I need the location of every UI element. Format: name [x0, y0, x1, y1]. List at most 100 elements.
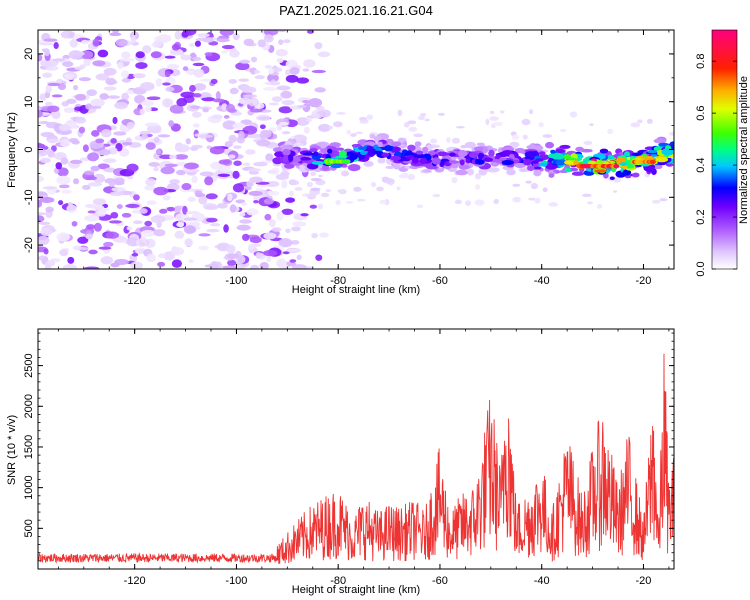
- spectral-cell: [385, 138, 394, 144]
- spectral-cell: [111, 187, 126, 192]
- spectral-cell: [95, 138, 105, 144]
- spectral-cell: [455, 169, 468, 176]
- spectral-cell: [569, 111, 578, 118]
- spectral-cell: [286, 248, 302, 252]
- spectral-cell: [303, 59, 316, 68]
- spectral-cell: [390, 141, 402, 147]
- spectral-cell: [146, 200, 157, 206]
- spectral-cell: [357, 146, 367, 150]
- spectral-cell: [38, 255, 46, 260]
- spectral-cell: [116, 204, 123, 209]
- spectral-cell: [133, 73, 146, 79]
- spectral-cell: [583, 169, 595, 176]
- spectral-cell: [38, 105, 42, 111]
- spectral-cell: [121, 78, 132, 83]
- spectral-cell: [115, 38, 128, 47]
- spectral-cell: [131, 252, 139, 257]
- spectral-cell: [347, 163, 361, 172]
- spectral-cell: [171, 259, 182, 268]
- spectral-cell: [263, 30, 279, 36]
- spectral-cell: [422, 146, 429, 154]
- spectral-cell: [153, 229, 166, 237]
- spectral-cell: [301, 160, 314, 164]
- spectral-cell: [309, 204, 318, 209]
- colorbar-tick-label: 0.0: [695, 261, 707, 276]
- spectral-cell: [292, 157, 302, 163]
- spectral-cell: [198, 134, 214, 138]
- y-tick-label: 2500: [23, 353, 35, 377]
- spectral-cell: [630, 122, 641, 128]
- spectral-cell: [411, 157, 419, 164]
- spectral-cell: [206, 228, 220, 233]
- spectral-cell: [66, 98, 77, 104]
- spectral-cell: [159, 208, 168, 214]
- spectral-cell: [344, 159, 351, 164]
- spectral-cell: [415, 150, 424, 155]
- spectral-cell: [62, 61, 74, 68]
- spectral-cell: [228, 134, 237, 143]
- spectral-cell: [113, 131, 127, 136]
- spectrogram-y-ticks: -20 -10 0 10 20: [23, 29, 674, 270]
- spectral-cell: [288, 154, 294, 162]
- spectral-cell: [350, 133, 357, 137]
- spectral-cell: [63, 107, 75, 113]
- x-tick-label: -60: [432, 275, 448, 287]
- spectral-cell: [191, 175, 198, 184]
- spectral-cell: [165, 86, 175, 92]
- spectral-cell: [84, 203, 97, 209]
- spectral-cell: [204, 176, 214, 186]
- spectral-cell: [330, 164, 343, 169]
- spectral-cell: [192, 123, 200, 128]
- spectral-cell: [551, 152, 564, 160]
- spectral-cell: [246, 208, 259, 216]
- spectral-cell: [432, 193, 441, 198]
- spectral-cell: [205, 217, 218, 223]
- spectral-cell: [38, 121, 50, 125]
- spectral-cell: [571, 171, 584, 176]
- x-tick-label: -80: [330, 275, 346, 287]
- spectral-cell: [528, 109, 534, 115]
- spectral-cell: [191, 144, 203, 149]
- spectral-cell: [369, 133, 376, 139]
- spectral-cell: [283, 265, 291, 269]
- spectral-cell: [512, 196, 521, 203]
- spectral-cell: [253, 69, 260, 74]
- spectral-cell: [293, 143, 304, 147]
- spectral-cell: [102, 158, 117, 163]
- spectral-cell: [668, 131, 674, 136]
- spectral-cell: [616, 156, 626, 164]
- spectral-cell: [98, 149, 111, 156]
- spectral-cell: [647, 150, 658, 154]
- spectral-cell: [476, 142, 485, 147]
- spectral-cell: [92, 38, 100, 47]
- spectral-cell: [589, 123, 594, 127]
- spectral-cell: [108, 220, 122, 224]
- spectral-cell: [455, 125, 465, 129]
- spectral-cell: [276, 259, 287, 269]
- spectral-cell: [583, 140, 593, 146]
- spectral-cell: [381, 177, 392, 183]
- spectral-cell: [281, 100, 295, 106]
- spectral-cell: [135, 51, 145, 59]
- spectral-cell: [511, 134, 520, 140]
- spectral-cell: [192, 93, 202, 98]
- spectral-cell: [130, 35, 137, 45]
- spectral-cell: [144, 220, 153, 227]
- spectral-cell: [407, 173, 416, 181]
- spectral-cell: [478, 168, 488, 176]
- spectral-cell: [43, 38, 58, 42]
- spectral-cell: [38, 54, 43, 62]
- spectral-cell: [233, 160, 242, 166]
- spectral-cell: [319, 232, 330, 238]
- spectral-cell: [219, 30, 235, 36]
- spectral-cell: [291, 226, 301, 232]
- y-tick-label: 500: [23, 519, 35, 537]
- spectral-cell: [661, 148, 674, 156]
- spectral-cell: [217, 202, 228, 209]
- spectral-cell: [448, 160, 459, 164]
- spectral-cell: [125, 203, 140, 209]
- spectral-cell: [232, 33, 240, 41]
- spectral-cell: [257, 39, 266, 48]
- spectral-cell: [139, 81, 155, 91]
